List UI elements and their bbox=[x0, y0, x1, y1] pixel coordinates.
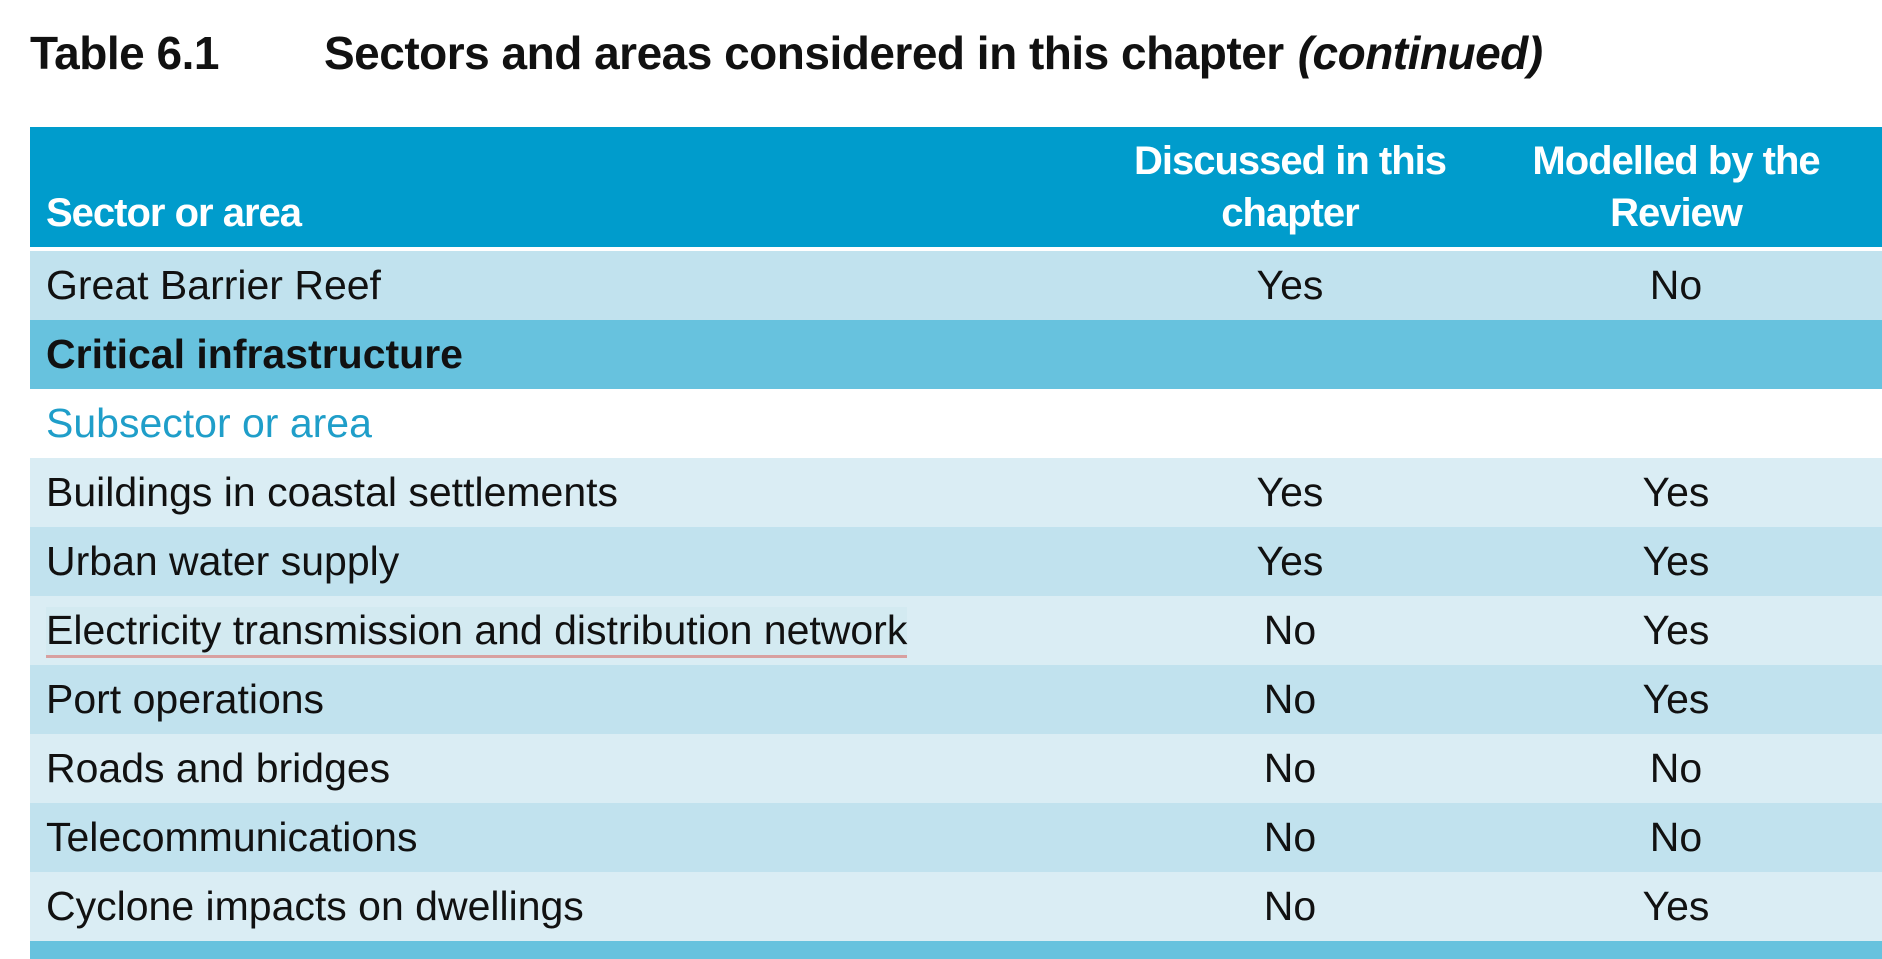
highlighted-sector-text: Electricity transmission and distributio… bbox=[46, 607, 908, 658]
table-header: Sector or area Discussed in this chapter… bbox=[30, 127, 1882, 251]
table-row: Roads and bridges No No bbox=[30, 734, 1882, 803]
header-discussed: Discussed in this chapter bbox=[1134, 139, 1447, 235]
cell-sector: Telecommunications bbox=[46, 814, 418, 860]
cell-discussed: Yes bbox=[1256, 262, 1324, 308]
cell-modelled: Yes bbox=[1642, 607, 1710, 653]
cell-discussed: No bbox=[1263, 607, 1317, 653]
cell-modelled: Yes bbox=[1642, 676, 1710, 722]
table-number: Table 6.1 bbox=[30, 27, 219, 79]
table-row: Urban water supply Yes Yes bbox=[30, 527, 1882, 596]
sectors-table: Sector or area Discussed in this chapter… bbox=[30, 127, 1882, 959]
cell-modelled: Yes bbox=[1642, 469, 1710, 515]
section-row: Critical infrastructure bbox=[30, 320, 1882, 389]
header-sector: Sector or area bbox=[46, 191, 302, 235]
table-row: Great Barrier Reef Yes No bbox=[30, 251, 1882, 320]
cell-sector: Roads and bridges bbox=[46, 745, 391, 791]
cell-sector: Buildings in coastal settlements bbox=[46, 469, 619, 515]
table-title-text: Sectors and areas considered in this cha… bbox=[324, 27, 1284, 79]
table-row: Buildings in coastal settlements Yes Yes bbox=[30, 458, 1882, 527]
section-label: Critical infrastructure bbox=[46, 331, 463, 377]
cell-modelled: No bbox=[1649, 814, 1703, 860]
table-row: Port operations No Yes bbox=[30, 665, 1882, 734]
table-title: Table 6.1 Sectors and areas considered i… bbox=[30, 18, 1543, 88]
subheader-label: Subsector or area bbox=[46, 400, 372, 446]
cell-discussed: Yes bbox=[1256, 538, 1324, 584]
header-modelled: Modelled by the Review bbox=[1532, 139, 1820, 235]
cell-discussed: No bbox=[1263, 814, 1317, 860]
cell-sector: Port operations bbox=[46, 676, 325, 722]
table-row: Telecommunications No No bbox=[30, 803, 1882, 872]
cell-sector: Great Barrier Reef bbox=[46, 262, 381, 308]
cell-discussed: No bbox=[1263, 745, 1317, 791]
table-row: Electricity transmission and distributio… bbox=[30, 596, 1882, 665]
cell-modelled: Yes bbox=[1642, 883, 1710, 929]
subheader-row: Subsector or area bbox=[30, 389, 1882, 458]
cell-discussed: Yes bbox=[1256, 469, 1324, 515]
table-footer-band bbox=[30, 941, 1882, 959]
table-row: Cyclone impacts on dwellings No Yes bbox=[30, 872, 1882, 941]
cell-modelled: No bbox=[1649, 745, 1703, 791]
cell-sector: Electricity transmission and distributio… bbox=[30, 607, 1110, 658]
cell-modelled: Yes bbox=[1642, 538, 1710, 584]
cell-discussed: No bbox=[1263, 883, 1317, 929]
cell-modelled: No bbox=[1649, 262, 1703, 308]
cell-sector: Urban water supply bbox=[46, 538, 400, 584]
cell-discussed: No bbox=[1263, 676, 1317, 722]
table-title-suffix: (continued) bbox=[1297, 27, 1543, 79]
cell-sector: Cyclone impacts on dwellings bbox=[46, 883, 584, 929]
